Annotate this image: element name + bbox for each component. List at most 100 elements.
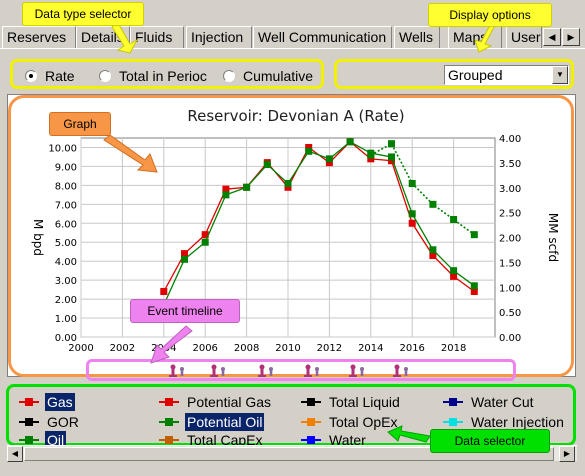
data-point [450,267,458,275]
y-tick-label-left: 1.00 [55,314,77,325]
tab-scroll-right-button[interactable]: ▶ [562,28,580,46]
radio-label: Total in Perioc [119,68,207,84]
y-tick-label-left: 8.00 [55,181,77,192]
tab-fluids[interactable]: Fluids [130,26,184,48]
graph-callout: Graph [49,112,111,136]
y-tick-label-left: 9.00 [55,162,77,173]
y-tick-label-right: 3.00 [499,184,521,195]
legend-marker-icon [159,418,179,426]
legend-marker-icon [301,418,321,426]
callout-label: Data type selector [34,7,132,21]
chart-title: Reservoir: Devonian A (Rate) [187,107,404,125]
triangle-left-icon: ◀ [548,32,556,42]
pump-jack-icon[interactable] [303,364,321,378]
y-tick-label-right: 2.50 [499,209,521,220]
radio-button-checked[interactable] [25,70,37,82]
legend-item[interactable]: Total OpEx [301,413,426,431]
tab-injection[interactable]: Injection [186,26,252,48]
legend-item[interactable]: GOR [19,413,135,431]
scroll-right-button[interactable]: ▶ [559,446,575,462]
tab-label: Details [81,29,124,45]
callout-label: Event timeline [147,304,223,318]
y-tick-label-left: 3.00 [55,276,77,287]
y-tick-label-left: 0.00 [55,333,77,344]
legend-item[interactable]: Total CapEx [159,431,284,449]
radio-button[interactable] [223,70,235,82]
triangle-right-icon: ▶ [563,449,571,458]
tab-label: Fluids [135,29,173,45]
data-point [367,151,375,159]
data-point [263,161,271,169]
legend-label: Total OpEx [329,414,398,430]
y-tick-label-left: 7.00 [55,200,77,211]
pump-jack-icon[interactable] [348,364,366,378]
x-tick-label: 2010 [275,343,300,354]
y-tick-label-right: 0.50 [499,308,521,319]
legend-marker-icon [443,398,463,406]
legend-item[interactable]: Water [301,431,426,449]
data-point [470,231,478,239]
data-point [181,255,188,263]
data-type-selector-callout: Data type selector [22,2,144,26]
legend-item[interactable]: Water Injection [443,413,568,431]
callout-arrow [111,22,139,54]
y-tick-label-left: 6.00 [55,219,77,230]
data-point [408,219,416,227]
data-point [450,272,458,280]
data-point [429,246,437,254]
pump-jack-icon[interactable] [257,364,275,378]
data-point [408,210,416,218]
dropdown-arrow-button[interactable]: ▼ [552,66,568,84]
data-point [325,155,333,163]
legend-marker-icon [443,418,463,426]
x-tick-label: 2006 [192,343,217,354]
legend-item[interactable]: Gas [19,393,135,411]
data-point [222,185,230,193]
data-point [284,183,292,191]
data-point [388,140,395,148]
data-point [305,147,313,155]
event-timeline [86,359,516,381]
callout-label: Graph [63,117,97,131]
data-point [388,153,395,161]
x-tick-label: 2008 [234,343,259,354]
data-point [325,159,333,167]
display-options-callout: Display options [428,3,552,27]
legend-item[interactable]: Potential Gas [159,393,284,411]
display-mode-select[interactable]: Grouped ▼ [444,65,569,85]
callout-arrow [150,325,193,364]
radio-total-in-period[interactable]: Total in Perioc [99,68,213,86]
data-point [388,157,395,165]
pump-jack-icon[interactable] [168,364,186,378]
scroll-left-button[interactable]: ◀ [7,446,23,462]
tab-reserves[interactable]: Reserves [2,26,76,48]
data-point [201,238,209,246]
tab-well-communication[interactable]: Well Communication [253,26,392,48]
x-tick-label: 2016 [399,343,424,354]
legend-item[interactable]: Water Cut [443,393,568,411]
radio-label: Cumulative [243,68,314,84]
x-tick-label: 2000 [68,343,93,354]
radio-rate[interactable]: Rate [25,68,85,86]
tab-wells[interactable]: Wells [394,26,440,48]
tab-scroll-left-button[interactable]: ◀ [543,28,561,46]
legend-item[interactable]: Potential Oil [159,413,284,431]
tab-label: Reserves [7,29,67,45]
y-tick-label-right: 1.50 [499,258,521,269]
legend-marker-icon [19,398,39,406]
callout-arrow [474,24,497,53]
callout-arrow [387,425,431,443]
event-timeline-callout: Event timeline [130,299,240,323]
data-type-radio-group: Rate Total in Perioc Cumulative [10,59,324,89]
radio-label: Rate [45,68,75,84]
pump-jack-icon[interactable] [209,364,227,378]
radio-button[interactable] [99,70,111,82]
legend-item[interactable]: Total Liquid [301,393,426,411]
data-point [408,179,416,187]
scrollbar-thumb[interactable] [24,447,554,461]
legend-label: Oil [45,431,67,449]
pump-jack-icon[interactable] [392,364,410,378]
legend-item[interactable]: Oil [19,431,135,449]
data-point [160,288,168,296]
radio-cumulative[interactable]: Cumulative [223,68,323,86]
